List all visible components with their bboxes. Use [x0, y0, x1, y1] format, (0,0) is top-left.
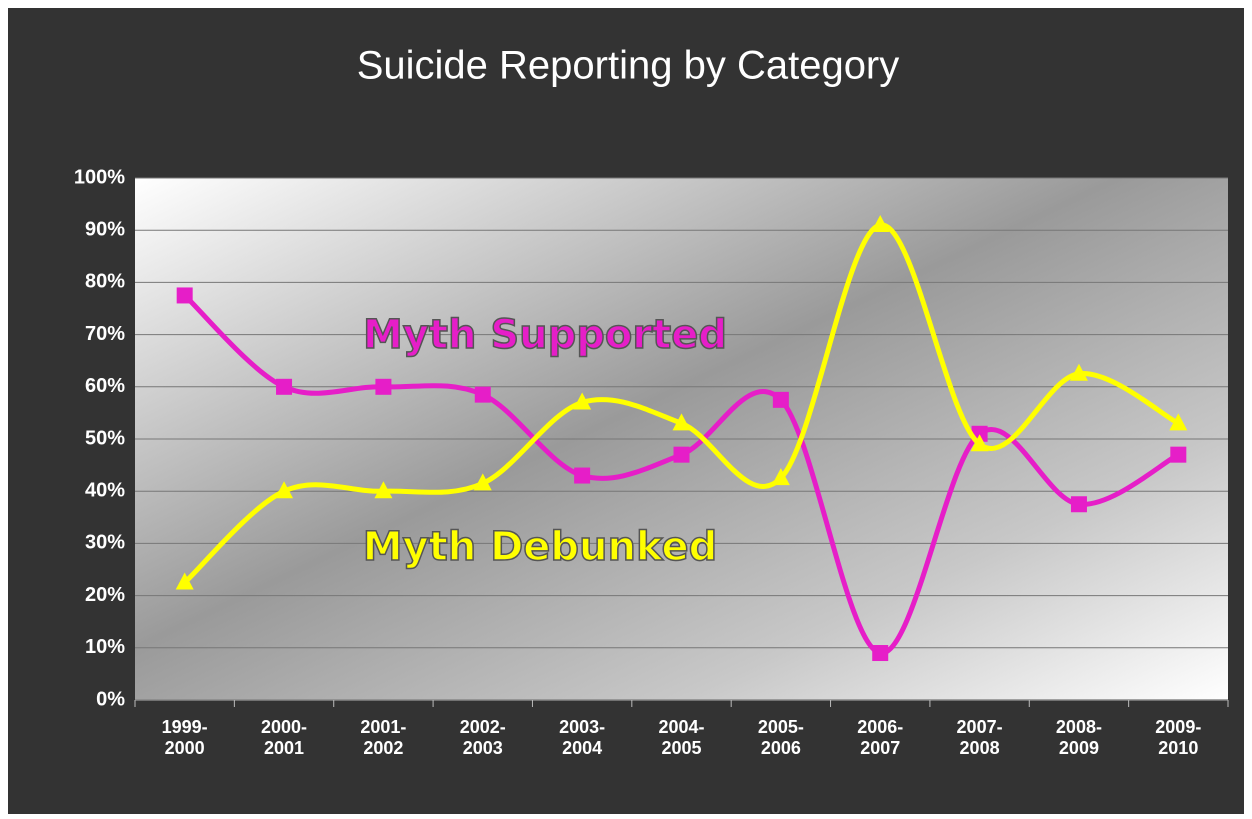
marker	[1170, 446, 1187, 463]
marker	[176, 287, 193, 304]
marker	[374, 481, 393, 499]
x-tick-label: 2006-2007	[857, 717, 904, 758]
marker	[175, 572, 194, 590]
y-tick-label: 80%	[85, 271, 125, 293]
x-tick-label: 1999-2000	[161, 717, 208, 758]
marker	[772, 391, 789, 408]
marker	[473, 473, 492, 491]
marker	[872, 645, 889, 662]
marker	[672, 413, 691, 431]
x-tick-label: 2001-2002	[360, 717, 407, 758]
x-tick-label: 2003-2004	[559, 717, 606, 758]
marker	[771, 468, 790, 486]
series-label: Myth Debunked	[363, 524, 718, 570]
series-line	[182, 293, 1180, 656]
y-tick-label: 10%	[85, 636, 125, 658]
y-tick-label: 50%	[85, 427, 125, 449]
y-tick-label: 30%	[85, 532, 125, 554]
x-tick-label: 2004-2005	[658, 717, 705, 758]
marker	[970, 434, 989, 452]
y-tick-label: 70%	[85, 323, 125, 345]
marker	[1070, 496, 1087, 513]
marker	[474, 386, 491, 403]
marker	[1069, 363, 1088, 381]
y-tick-label: 60%	[85, 375, 125, 397]
x-tick-label: 2000-2001	[261, 717, 308, 758]
marker	[574, 467, 591, 484]
x-tick-label: 2009-2010	[1155, 717, 1202, 758]
marker	[276, 378, 293, 395]
marker	[673, 446, 690, 463]
series-line	[182, 222, 1180, 585]
marker	[1169, 413, 1188, 431]
marker	[573, 392, 592, 410]
marker	[375, 378, 392, 395]
marker	[871, 214, 890, 232]
y-tick-label: 90%	[85, 218, 125, 240]
y-tick-label: 40%	[85, 479, 125, 501]
y-tick-label: 0%	[96, 688, 125, 710]
chart-title: Suicide Reporting by Category	[357, 44, 900, 88]
series-label: Myth Supported	[363, 312, 727, 358]
x-tick-label: 2005-2006	[757, 717, 804, 758]
y-tick-label: 20%	[85, 584, 125, 606]
x-tick-label: 2002-2003	[459, 717, 506, 758]
x-tick-label: 2007-2008	[956, 717, 1003, 758]
marker	[275, 481, 294, 499]
y-tick-label: 100%	[74, 166, 125, 188]
x-tick-label: 2008-2009	[1055, 717, 1102, 758]
